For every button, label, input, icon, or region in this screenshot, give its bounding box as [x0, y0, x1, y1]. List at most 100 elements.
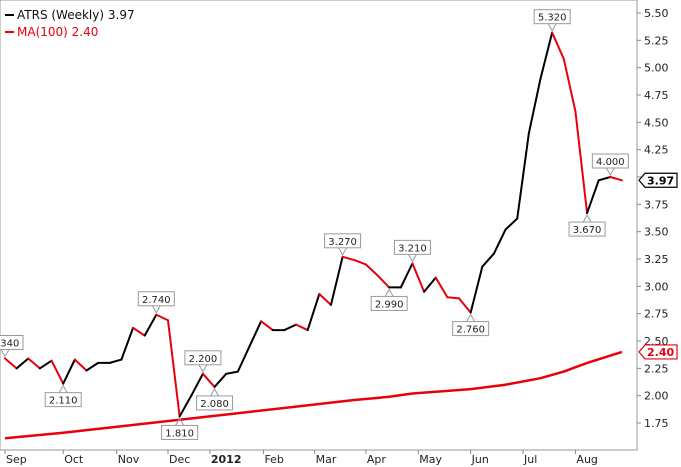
price-segment: [50, 359, 65, 385]
x-tick-label: Apr: [367, 453, 387, 466]
price-segment: [283, 323, 298, 332]
annotation-label: 3.270: [328, 237, 357, 248]
price-segment: [434, 276, 449, 299]
annotation-box: [533, 9, 571, 25]
price-segment: [260, 320, 274, 332]
y-tick-label: 2.25: [644, 362, 669, 375]
annotation-label: 2.200: [189, 354, 218, 365]
price-segment: [411, 262, 426, 293]
badge-label: 2.40: [647, 346, 674, 359]
price-segment: [38, 359, 53, 370]
x-tick-label: Sep: [6, 453, 27, 466]
price-segment: [516, 132, 530, 220]
annotation-label: 2.340: [0, 338, 19, 349]
annotation-box: [137, 291, 175, 307]
x-tick-label: Jul: [523, 453, 537, 466]
annotation-pointer: [605, 167, 615, 177]
price-segment: [155, 313, 169, 322]
price-segment: [190, 372, 204, 397]
x-tick-label: Mar: [316, 453, 337, 466]
ma-series: [4, 350, 623, 440]
price-segment: [492, 228, 507, 255]
price-segment: [213, 372, 228, 388]
price-segment: [329, 255, 344, 306]
price-segment: [166, 319, 181, 418]
price-segment: [539, 31, 554, 80]
price-segment: [120, 326, 135, 361]
value-annotation: 2.990: [370, 288, 408, 311]
y-tick-label: 4.75: [644, 89, 669, 102]
price-segment: [504, 217, 519, 231]
annotation-pointer: [384, 288, 394, 297]
y-tick-label: 2.00: [644, 390, 669, 403]
annotation-label: 4.000: [596, 157, 625, 168]
price-segment: [143, 313, 158, 337]
annotation-box: [324, 233, 362, 249]
x-tick-label: Feb: [264, 453, 283, 466]
plot-background: [0, 0, 638, 451]
badge-shape: [638, 344, 678, 360]
annotation-label: 2.740: [142, 295, 171, 306]
last-value-badges: 3.97 2.40: [638, 172, 678, 360]
value-annotation: 2.740: [137, 291, 175, 314]
price-segment: [527, 77, 542, 135]
annotation-label: 3.670: [573, 225, 602, 236]
x-axis: Sep Oct Nov Dec 2012 Feb Mar Apr May Jun Jul Aug: [6, 453, 598, 466]
value-annotation: 4.000: [591, 153, 629, 177]
price-segment: [73, 358, 88, 372]
legend: ATRS (Weekly) 3.97 MA(100) 2.40: [5, 8, 135, 39]
price-segment: [458, 297, 472, 314]
price-segment: [132, 326, 146, 337]
value-annotation: 3.670: [568, 214, 606, 237]
price-segment: [551, 31, 565, 60]
price-segment: [15, 357, 30, 370]
y-tick-marks: [637, 12, 641, 424]
price-segment: [108, 358, 123, 364]
price-segment: [225, 370, 239, 375]
price-segment: [295, 323, 309, 332]
price-segment: [201, 372, 216, 388]
annotation-pointer: [175, 417, 185, 426]
x-tick-label: Aug: [576, 453, 597, 466]
price-segment: [341, 255, 356, 262]
annotation-pointer: [466, 313, 476, 322]
annotation-label: 3.210: [398, 243, 427, 254]
value-annotation: 2.760: [452, 313, 490, 337]
annotation-box: [44, 392, 82, 408]
price-segment: [399, 262, 414, 289]
last-value-badge: 3.97: [638, 172, 678, 188]
price-segment: [423, 276, 437, 293]
legend-label-price: ATRS (Weekly) 3.97: [17, 8, 135, 22]
annotation-pointer: [547, 23, 557, 32]
y-tick-label: 4.50: [644, 116, 669, 129]
x-tick-label: Nov: [118, 453, 140, 466]
annotation-box: [161, 424, 199, 440]
annotation-label: 5.320: [538, 13, 567, 24]
badge-label: 3.97: [647, 174, 674, 187]
value-annotation: 2.200: [184, 350, 222, 373]
y-axis: 1.752.002.252.502.753.003.253.503.754.00…: [644, 7, 669, 430]
value-annotation: 2.110: [44, 384, 82, 408]
annotation-pointer: [151, 305, 161, 314]
y-tick-label: 3.25: [644, 253, 669, 266]
price-segment: [306, 292, 321, 332]
value-annotation: 3.210: [393, 239, 431, 263]
price-segment: [562, 57, 577, 113]
price-segment: [597, 176, 612, 182]
annotation-pointer: [338, 247, 348, 256]
annotation-box: [591, 153, 629, 169]
y-tick-label: 3.50: [644, 226, 669, 239]
price-segment: [85, 361, 100, 372]
annotation-pointer: [0, 349, 10, 358]
annotations: 2.340 2.110 2.740 1.810 2.200 2.080 3.270 2.990…: [0, 9, 629, 440]
annotation-pointer: [58, 384, 68, 393]
annotation-box: [370, 295, 408, 311]
annotation-pointer: [198, 364, 208, 373]
x-tick-marks: [4, 450, 576, 454]
price-segment: [27, 357, 41, 370]
y-tick-label: 3.75: [644, 198, 669, 211]
annotation-pointer: [408, 254, 417, 263]
annotation-label: 1.810: [165, 428, 194, 439]
price-segment: [609, 176, 623, 182]
